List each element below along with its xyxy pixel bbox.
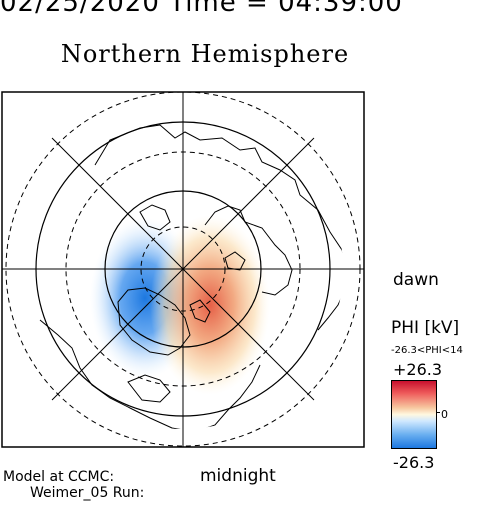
coastline-north-america <box>39 319 261 429</box>
coastline-hudson <box>127 374 171 403</box>
coastlines <box>39 124 343 429</box>
date-time-header: 02/25/2020 Time = 04:39:00 <box>0 0 403 18</box>
positive-potential-cell <box>150 215 270 395</box>
coastline-arctic-islands <box>139 204 246 323</box>
coastline-eurasia <box>94 124 343 331</box>
midnight-label: midnight <box>200 466 276 486</box>
meridian-diag-2 <box>51 137 315 401</box>
colorbar-range: -26.3<PHI<14 <box>391 345 463 356</box>
meridian-lines <box>2 92 364 447</box>
dawn-label: dawn <box>393 270 439 290</box>
run-label: Weimer_05 Run: <box>30 485 145 501</box>
colorbar-title: PHI [kV] <box>391 318 460 338</box>
colorbar-zero-tick <box>436 412 440 413</box>
colorbar-max-label: +26.3 <box>393 360 443 379</box>
colorbar-min-label: -26.3 <box>393 453 435 472</box>
potential-cells <box>90 215 270 395</box>
coastline-greenland <box>117 287 191 356</box>
colorbar <box>391 380 437 449</box>
colorbar-zero-label: 0 <box>441 408 448 421</box>
model-label: Model at CCMC: <box>3 469 115 485</box>
polar-map-plot <box>1 91 365 448</box>
map-title: Northern Hemisphere <box>60 40 350 68</box>
coastline-scandinavia <box>204 205 293 296</box>
